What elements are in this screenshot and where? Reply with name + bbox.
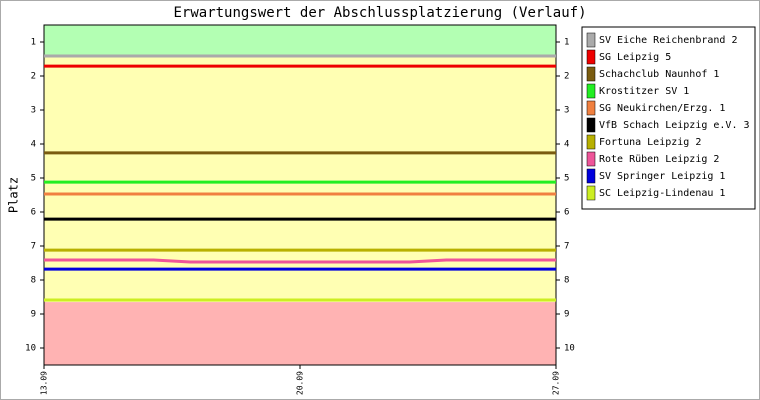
y-tick-label: 10 [25, 344, 36, 354]
legend-label: SV Springer Leipzig 1 [599, 171, 725, 182]
y-tick-label: 4 [564, 140, 569, 150]
series-line [44, 258, 556, 264]
legend-label: Rote Rüben Leipzig 2 [599, 154, 719, 165]
y-tick-label: 5 [564, 174, 569, 184]
legend-label: Schachclub Naunhof 1 [599, 69, 719, 80]
legend-label: Krostitzer SV 1 [599, 86, 689, 97]
y-tick-label: 7 [564, 242, 569, 252]
legend-label: VfB Schach Leipzig e.V. 3 [599, 120, 750, 131]
x-tick-label: 20.09 [296, 371, 305, 395]
y-tick-label: 7 [31, 242, 36, 252]
y-tick-label: 2 [564, 72, 569, 82]
x-tick-label: 27.09 [552, 371, 561, 395]
y-tick-label: 9 [31, 310, 36, 320]
legend-swatch [586, 185, 596, 201]
y-tick-label: 9 [564, 310, 569, 320]
legend-label: SV Eiche Reichenbrand 2 [599, 35, 737, 46]
legend-label: SG Leipzig 5 [599, 52, 671, 63]
legend-label: SC Leipzig-Lindenau 1 [599, 188, 725, 199]
y-tick-label: 4 [31, 140, 36, 150]
band [44, 25, 556, 56]
y-axis-label: Platz [7, 177, 21, 213]
legend-swatch [586, 100, 596, 116]
legend-swatch [586, 134, 596, 150]
y-tick-label: 1 [564, 38, 569, 48]
y-tick-label: 1 [31, 38, 36, 48]
y-tick-label: 8 [31, 276, 36, 286]
y-tick-label: 5 [31, 174, 36, 184]
y-tick-label: 6 [31, 208, 36, 218]
legend-box [581, 26, 756, 210]
legend-swatch [586, 168, 596, 184]
legend-swatch [586, 83, 596, 99]
legend-label: Fortuna Leipzig 2 [599, 137, 701, 148]
legend-swatch [586, 66, 596, 82]
y-tick-label: 3 [564, 106, 569, 116]
y-tick-label: 6 [564, 208, 569, 218]
legend-swatch [586, 32, 596, 48]
y-tick-label: 3 [31, 106, 36, 116]
x-tick-label: 13.09 [40, 371, 49, 395]
band [44, 302, 556, 365]
legend-swatch [586, 117, 596, 133]
legend-label: SG Neukirchen/Erzg. 1 [599, 103, 725, 114]
y-tick-label: 2 [31, 72, 36, 82]
y-tick-label: 10 [564, 344, 575, 354]
chart-title: Erwartungswert der Abschlussplatzierung … [173, 5, 586, 21]
y-tick-label: 8 [564, 276, 569, 286]
legend-swatch [586, 49, 596, 65]
legend-swatch [586, 151, 596, 167]
band [44, 55, 556, 303]
